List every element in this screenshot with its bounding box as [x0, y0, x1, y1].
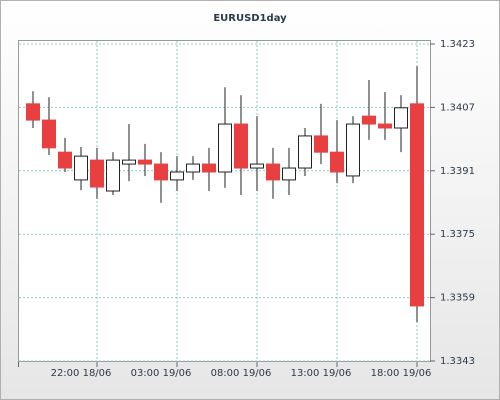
- candle-body: [26, 103, 40, 121]
- candle-body: [346, 123, 360, 177]
- candle-body: [202, 163, 216, 173]
- x-tick-label: 13:00 19/06: [291, 368, 352, 379]
- candle-body: [234, 123, 248, 169]
- candle-body: [74, 155, 88, 181]
- candle-body: [42, 119, 56, 149]
- y-tick-label: 1.3423: [440, 39, 475, 50]
- y-tick-label: 1.3407: [440, 102, 475, 113]
- candle-body: [282, 167, 296, 181]
- y-tick-label: 1.3375: [440, 229, 475, 240]
- candle-body: [362, 115, 376, 125]
- candle-body: [394, 107, 408, 129]
- y-tick-label: 1.3359: [440, 293, 475, 304]
- x-tick-label: 08:00 19/06: [211, 368, 272, 379]
- candle-body: [410, 103, 424, 307]
- candle-body: [314, 135, 328, 153]
- candle-body: [122, 159, 136, 165]
- candle-body: [378, 123, 392, 129]
- y-tick-label: 1.3343: [440, 356, 475, 367]
- y-tick-label: 1.3391: [440, 166, 475, 177]
- candle-body: [58, 151, 72, 169]
- candle-body: [90, 159, 104, 188]
- candle-body: [218, 123, 232, 173]
- candle-body: [138, 159, 152, 165]
- candle-body: [330, 151, 344, 173]
- candle-body: [266, 163, 280, 181]
- x-tick-label: 22:00 18/06: [51, 368, 112, 379]
- candle-body: [154, 163, 168, 181]
- chart-title: EURUSD1day: [213, 13, 287, 24]
- x-tick-label: 18:00 19/06: [371, 368, 432, 379]
- candle-body: [186, 163, 200, 173]
- x-tick-label: 03:00 19/06: [131, 368, 192, 379]
- candle-body: [250, 163, 264, 169]
- candle-body: [298, 135, 312, 169]
- candle-body: [170, 171, 184, 181]
- candle-body: [106, 159, 120, 192]
